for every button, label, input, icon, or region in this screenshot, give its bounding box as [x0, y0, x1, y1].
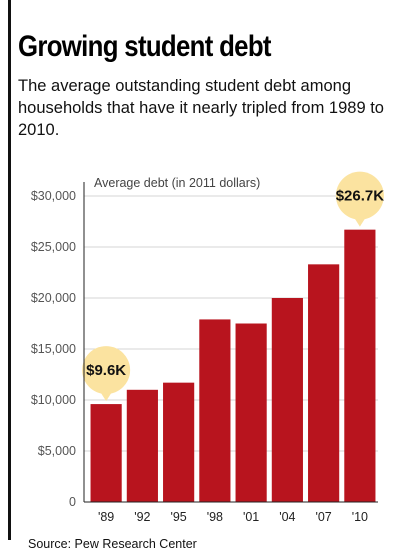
bar	[199, 319, 231, 502]
value-callout: $26.7K	[335, 171, 385, 227]
source-note: Source: Pew Research Center	[28, 537, 197, 551]
frame-border	[8, 0, 11, 540]
y-axis-ticks: 0 $5,000 $10,000 $15,000 $20,000 $25,000 $30,0…	[31, 189, 76, 509]
y-tick-label: $25,000	[31, 240, 76, 254]
x-tick-label: '10	[352, 510, 368, 524]
x-tick-label: '04	[279, 510, 295, 524]
y-tick-label: $15,000	[31, 342, 76, 356]
bars	[90, 229, 376, 502]
bar	[271, 298, 303, 502]
bar	[163, 382, 195, 502]
y-tick-label: $5,000	[38, 444, 76, 458]
y-tick-label: $30,000	[31, 189, 76, 203]
bar	[235, 323, 267, 502]
bar	[308, 264, 340, 502]
y-axis-label: Average debt (in 2011 dollars)	[94, 176, 260, 190]
callout-label: $26.7K	[336, 188, 385, 205]
y-tick-label: 0	[69, 495, 76, 509]
x-tick-label: '07	[315, 510, 331, 524]
x-tick-label: '01	[243, 510, 259, 524]
x-tick-label: '89	[98, 510, 114, 524]
x-tick-label: '95	[170, 510, 186, 524]
bar	[344, 229, 376, 502]
y-tick-label: $10,000	[31, 393, 76, 407]
bar	[126, 389, 158, 502]
y-tick-label: $20,000	[31, 291, 76, 305]
callout-bubble	[82, 346, 131, 395]
chart-title: Growing student debt	[18, 30, 272, 63]
callouts: $9.6K $26.7K	[82, 171, 385, 402]
x-axis-ticks: '89 '92 '95 '98 '01 '04 '07 '10	[98, 510, 368, 524]
value-callout: $9.6K	[82, 346, 131, 402]
chart-subtitle: The average outstanding student debt amo…	[18, 77, 384, 139]
x-tick-label: '92	[134, 510, 150, 524]
bar	[90, 404, 122, 502]
callout-label: $9.6K	[86, 362, 126, 379]
x-tick-label: '98	[207, 510, 223, 524]
callout-bubble	[335, 171, 384, 220]
